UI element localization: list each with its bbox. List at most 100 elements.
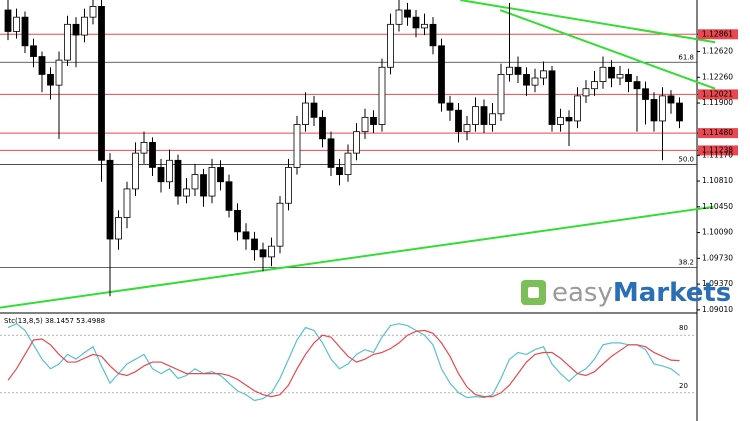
y-tick-label: 1.10450 <box>702 202 733 211</box>
logo-text: easyMarkets <box>552 278 731 308</box>
candle-body <box>123 188 131 218</box>
candle-body <box>608 66 615 79</box>
indicator-line <box>7 329 680 398</box>
y-tick-label: 80 <box>679 324 688 332</box>
logo-second: Markets <box>613 278 731 308</box>
y-tick-highlight <box>698 89 738 100</box>
y-tick-label: 1.09010 <box>702 305 733 314</box>
candle-body <box>268 245 275 258</box>
candle-body <box>667 95 675 104</box>
y-tick-highlight <box>698 145 738 156</box>
candle-body <box>310 102 318 118</box>
candle-body <box>557 116 564 125</box>
candle-body <box>506 66 513 75</box>
logo-first: easy <box>552 278 613 308</box>
y-tick-highlight <box>698 29 738 40</box>
candle-body <box>183 188 190 197</box>
candle-body <box>370 116 377 125</box>
candle-body <box>47 74 54 86</box>
candle-body <box>480 106 488 125</box>
y-tick-label: 1.11238 <box>702 145 733 154</box>
candle-body <box>38 56 46 75</box>
candle-body <box>404 9 411 18</box>
candle-body <box>650 99 658 122</box>
candle-body <box>191 174 199 190</box>
candle-body <box>242 231 250 240</box>
candle-body <box>132 152 139 190</box>
candle-body <box>421 23 428 29</box>
candle-body <box>319 116 326 140</box>
candle-body <box>259 249 267 258</box>
candle-body <box>302 102 309 125</box>
y-tick-label: 1.10810 <box>702 176 733 185</box>
candle-body <box>89 6 97 18</box>
candle-body <box>387 23 394 68</box>
candle-body <box>208 167 216 197</box>
candle-body <box>378 66 386 125</box>
candle-body <box>166 159 173 183</box>
y-tick-label: 1.09730 <box>702 253 733 262</box>
indicator-title: Stc(13,8,5) 38.1457 53.4988 <box>4 317 105 325</box>
candle-body <box>599 66 607 82</box>
candle-body <box>361 116 369 133</box>
candle-body <box>659 95 666 122</box>
candle-body <box>446 102 454 111</box>
watermark: easyMarkets <box>521 278 731 308</box>
price-panel: 61.8 50.0 38.2 <box>0 0 716 309</box>
candle-body <box>633 81 641 90</box>
candle-body <box>30 45 37 57</box>
logo-icon-inner <box>528 287 539 298</box>
y-tick-label: 1.12260 <box>702 72 733 81</box>
fib-label: 61.8 <box>678 53 694 61</box>
trend-line <box>499 9 716 90</box>
y-tick-label: 1.12861 <box>702 29 733 38</box>
candle-body <box>463 124 471 133</box>
candle-body <box>523 74 530 86</box>
candle-body <box>336 167 343 176</box>
candle-body <box>13 16 20 32</box>
candle-body <box>234 209 241 233</box>
candle-body <box>200 174 207 197</box>
y-tick-label: 1.10090 <box>702 228 733 237</box>
candle-body <box>395 9 403 25</box>
trend-line <box>460 0 716 44</box>
candle-body <box>140 142 148 154</box>
candle-body <box>497 74 505 115</box>
candle-body <box>455 109 462 133</box>
trend-line <box>0 205 714 309</box>
candle-body <box>149 142 156 168</box>
candle-body <box>344 152 352 176</box>
candle-body <box>276 202 284 247</box>
y-tick-label: 1.09370 <box>702 279 733 288</box>
candle-body <box>548 70 556 125</box>
candle-body <box>625 74 632 82</box>
candle-body <box>514 66 522 75</box>
candle-body <box>225 181 233 211</box>
candle-body <box>531 77 539 86</box>
candle-body <box>353 131 360 154</box>
candle-body <box>565 116 573 122</box>
indicator-line <box>7 322 680 402</box>
candle-body <box>472 106 479 125</box>
candle-body <box>574 95 581 122</box>
candle-body <box>174 159 182 197</box>
candle-body <box>285 167 292 204</box>
candle-body <box>642 88 649 100</box>
candle-body <box>115 217 122 240</box>
candle-body <box>489 113 496 125</box>
y-tick-label: 1.12620 <box>702 47 733 56</box>
candle-body <box>98 6 105 161</box>
candle-body <box>412 16 420 29</box>
candle-body <box>429 23 437 47</box>
y-tick-label: 20 <box>679 382 688 390</box>
candle-body <box>251 238 258 251</box>
y-tick-highlight <box>698 128 738 139</box>
candle-body <box>21 16 29 47</box>
candle-body <box>327 138 335 168</box>
y-tick-label: 1.11170 <box>702 150 733 159</box>
candle-body <box>106 159 114 240</box>
candle-body <box>676 102 683 122</box>
y-tick-label: 1.11900 <box>702 98 733 107</box>
candle-body <box>4 9 12 32</box>
